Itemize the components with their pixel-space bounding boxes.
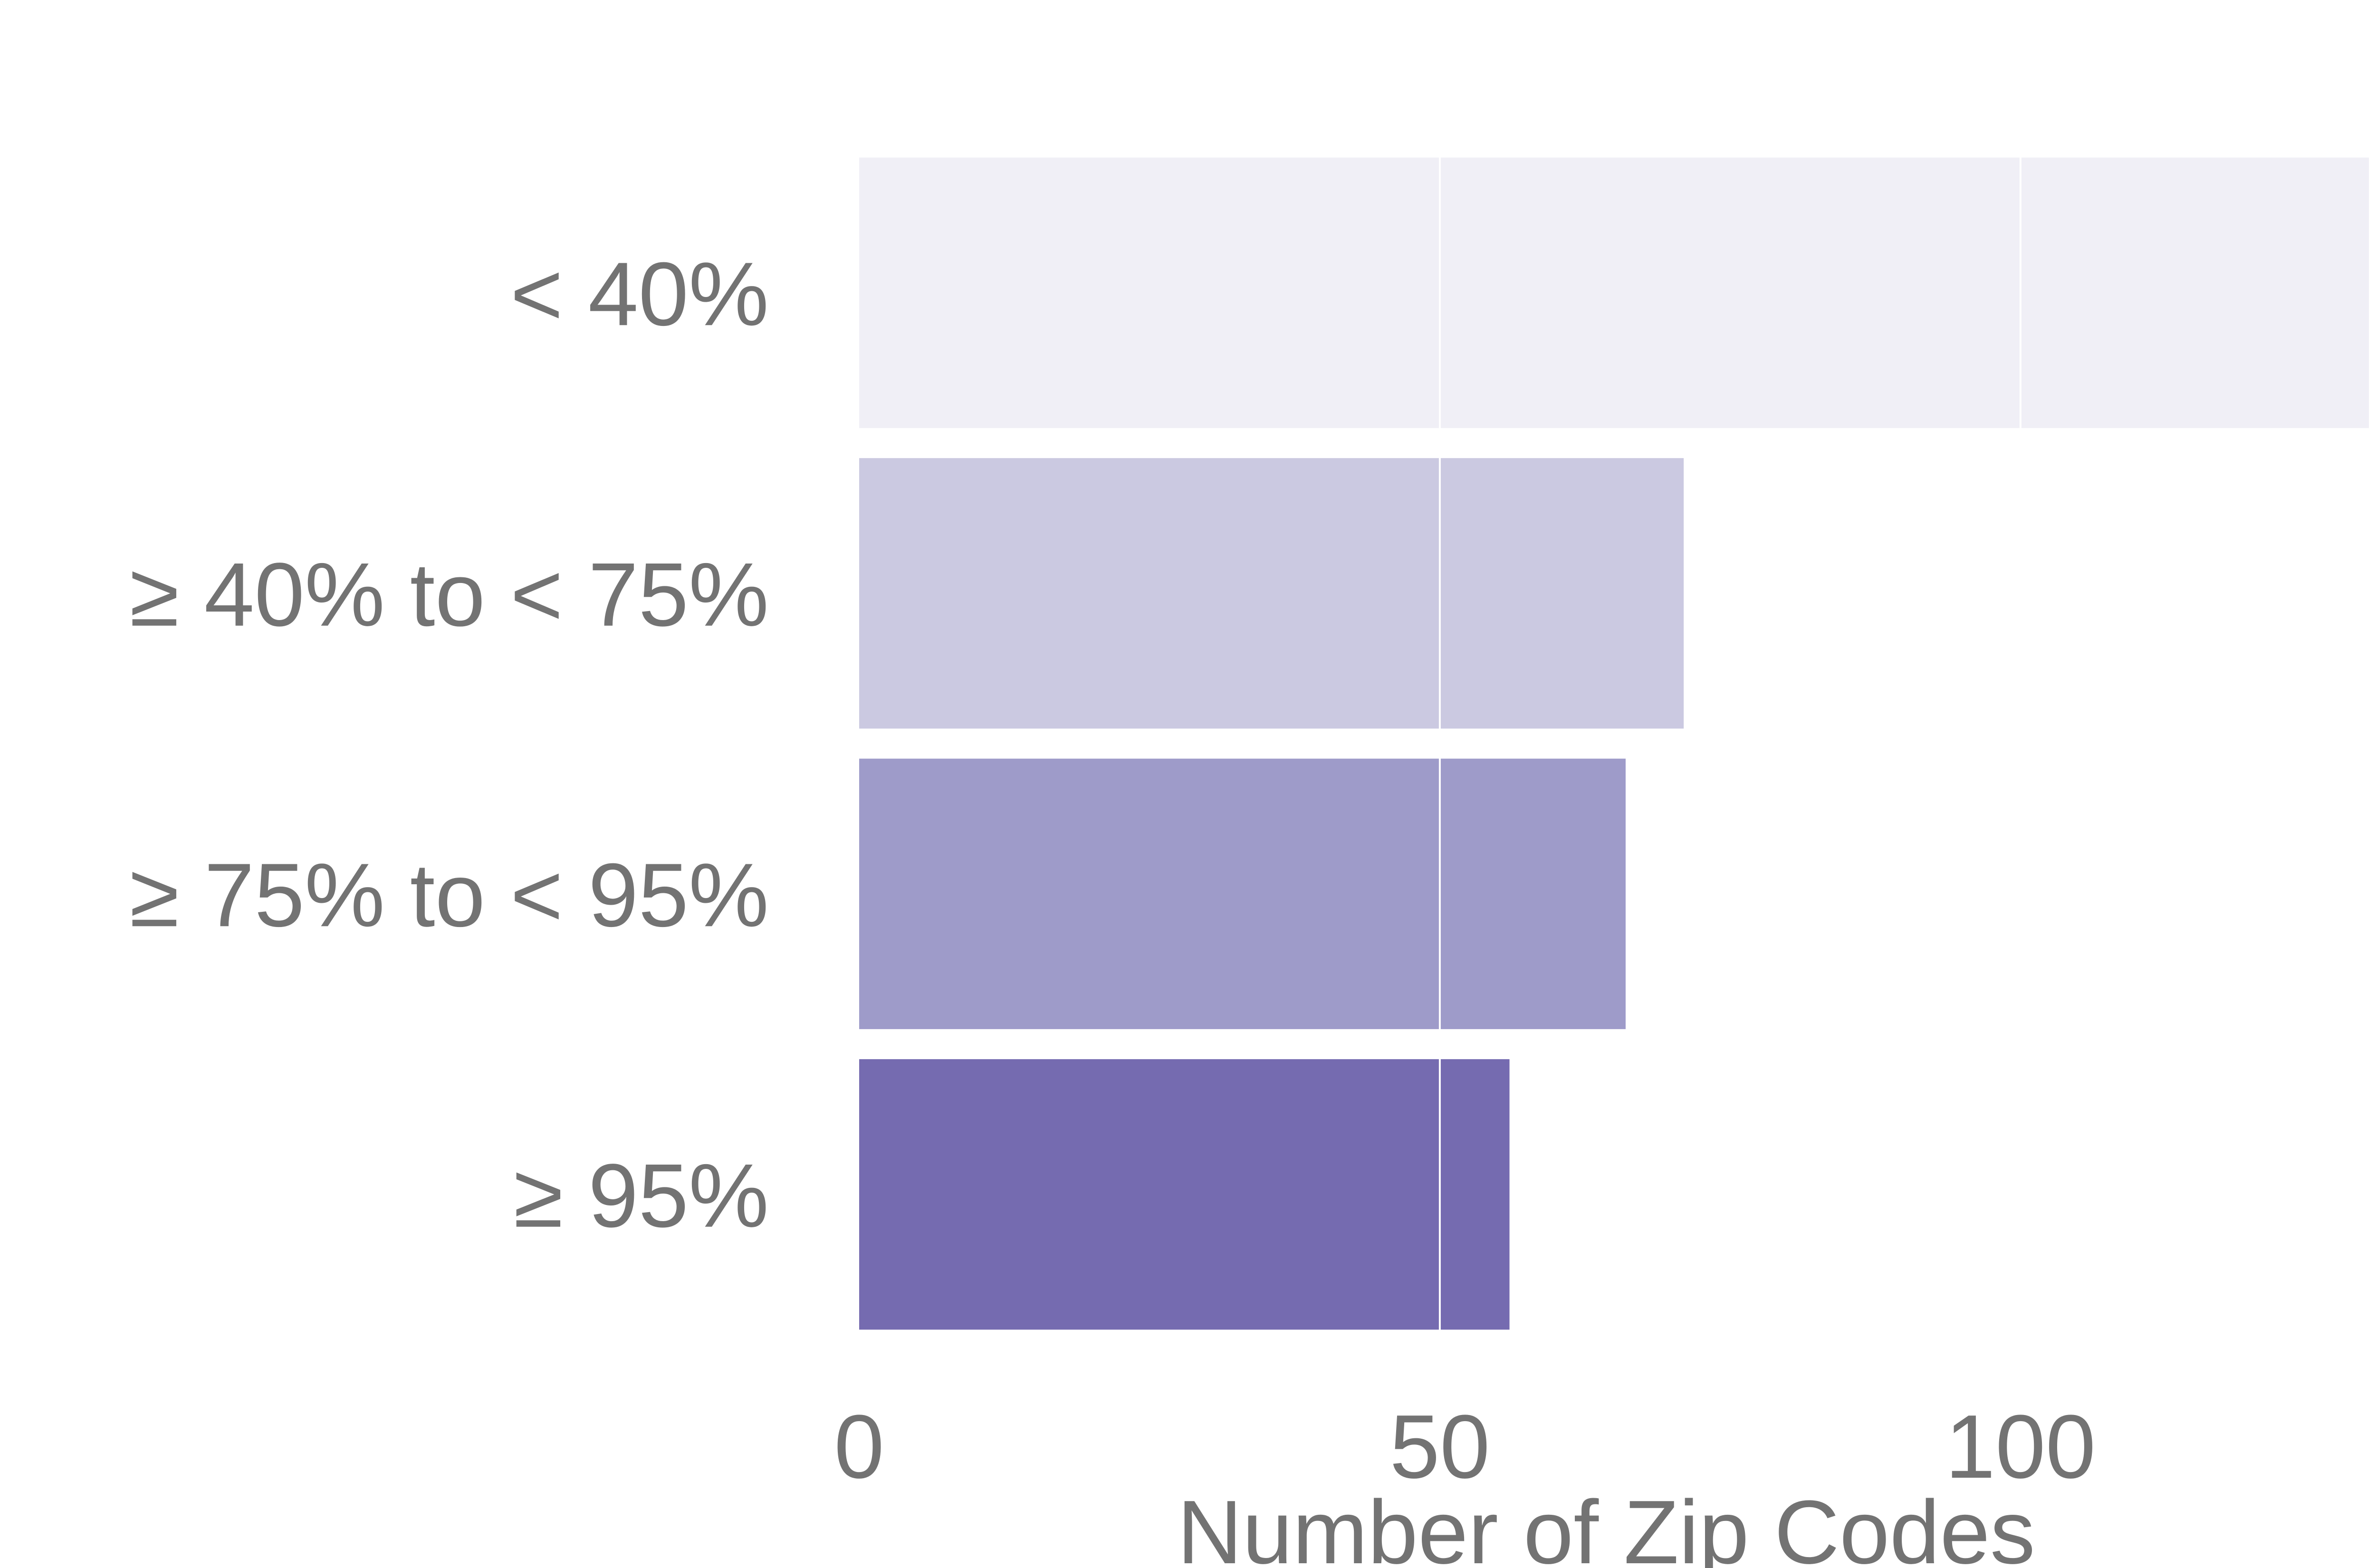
bar-0 xyxy=(859,157,2369,428)
bar-3 xyxy=(859,1059,1510,1330)
category-labels-group: < 40% ≥ 40% to < 75% ≥ 75% to < 95% ≥ 95% xyxy=(130,244,769,1246)
bar-1 xyxy=(859,458,1684,729)
x-tick-label-2: 100 xyxy=(1945,1396,2096,1497)
x-axis-title: Number of Zip Codes xyxy=(1177,1482,2035,1568)
category-label-0: < 40% xyxy=(510,244,769,344)
gridlines-group xyxy=(1438,143,2022,1345)
x-tick-label-1: 50 xyxy=(1389,1396,1490,1497)
x-tick-labels-group: 0 50 100 xyxy=(834,1396,2096,1497)
x-tick-label-0: 0 xyxy=(834,1396,884,1497)
category-label-1: ≥ 40% to < 75% xyxy=(130,545,769,645)
bar-2 xyxy=(859,758,1626,1029)
category-label-3: ≥ 95% xyxy=(514,1146,769,1246)
bars-group xyxy=(859,157,2369,1330)
category-label-2: ≥ 75% to < 95% xyxy=(130,845,769,946)
